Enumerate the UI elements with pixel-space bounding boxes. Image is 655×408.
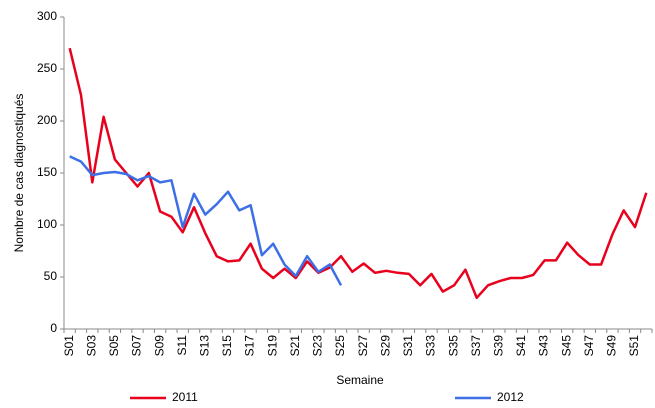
y-tick-label: 50 — [44, 269, 58, 283]
y-tick-label: 200 — [37, 113, 57, 127]
x-axis-label: Semaine — [336, 373, 384, 387]
x-tick-label: S09 — [152, 335, 166, 357]
x-tick-label: S37 — [469, 335, 483, 357]
x-tick-label: S23 — [311, 335, 325, 357]
legend-label: 2011 — [172, 390, 198, 404]
series-line — [69, 155, 343, 286]
y-tick-label: 0 — [50, 321, 57, 335]
x-tick-label: S35 — [446, 335, 460, 357]
x-tick-label: S01 — [62, 335, 76, 357]
y-tick-label: 250 — [37, 61, 57, 75]
series-line — [68, 47, 648, 300]
x-tick-label: S07 — [130, 335, 144, 357]
y-tick-label: 100 — [37, 217, 57, 231]
x-tick-label: S05 — [107, 335, 121, 357]
y-tick-label: 300 — [37, 9, 57, 23]
y-axis-label: Nombre de cas diagnostiqués — [12, 94, 26, 253]
x-tick-label: S33 — [424, 335, 438, 357]
legend-label: 2012 — [497, 390, 524, 404]
x-tick-label: S45 — [559, 335, 573, 357]
x-tick-label: S21 — [288, 335, 302, 357]
x-tick-label: S47 — [582, 335, 596, 357]
x-tick-label: S49 — [605, 335, 619, 357]
x-tick-label: S17 — [243, 335, 257, 357]
x-tick-label: S03 — [84, 335, 98, 357]
x-tick-label: S39 — [492, 335, 506, 357]
x-tick-label: S13 — [198, 335, 212, 357]
x-tick-label: S31 — [401, 335, 415, 357]
x-tick-label: S27 — [356, 335, 370, 357]
x-tick-label: S51 — [627, 335, 641, 357]
x-tick-label: S19 — [265, 335, 279, 357]
x-tick-label: S29 — [378, 335, 392, 357]
x-tick-label: S43 — [537, 335, 551, 357]
x-tick-label: S15 — [220, 335, 234, 357]
y-tick-label: 150 — [37, 165, 57, 179]
x-tick-label: S41 — [514, 335, 528, 357]
x-tick-label: S25 — [333, 335, 347, 357]
x-tick-label: S11 — [175, 335, 189, 356]
